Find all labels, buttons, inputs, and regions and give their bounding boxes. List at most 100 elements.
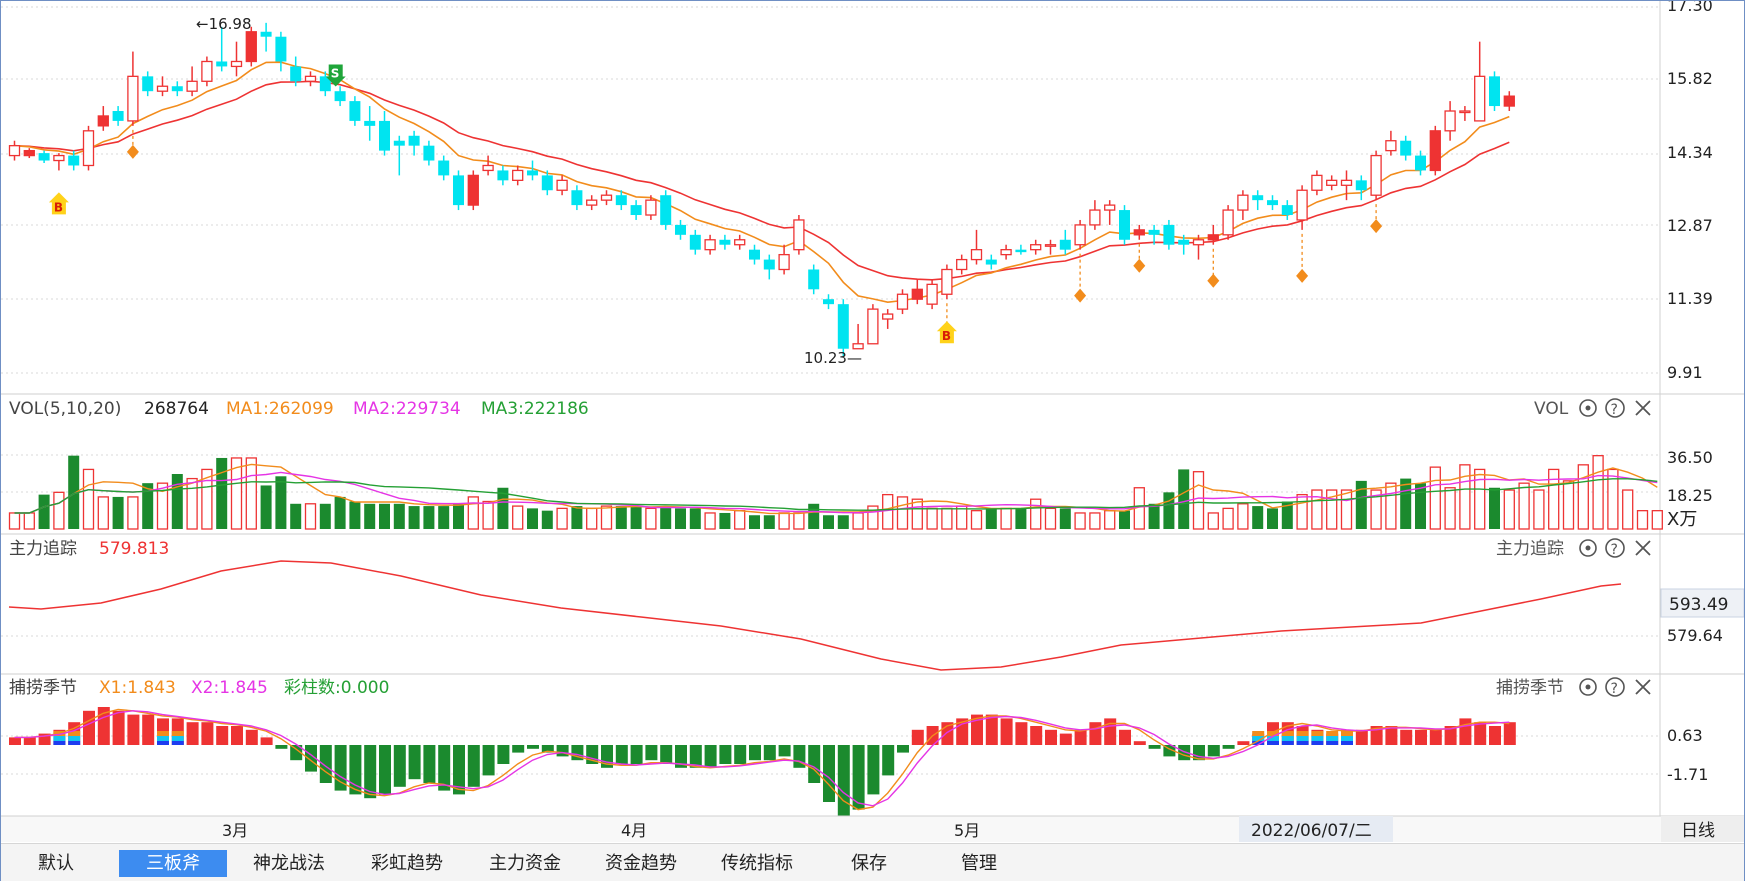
candle-body xyxy=(1296,189,1308,221)
candle-body xyxy=(837,304,849,349)
volume-bar xyxy=(1148,503,1160,529)
candle-body xyxy=(645,199,657,216)
catch-bar xyxy=(453,745,465,795)
vol-settings-icon[interactable] xyxy=(1579,399,1597,417)
catch-bar xyxy=(749,745,761,761)
toolbar-item-three-axe[interactable]: 三板斧 xyxy=(119,850,227,877)
price-axis: 17.30 15.82 14.34 12.87 11.39 9.91 xyxy=(1667,0,1713,382)
volume-bar xyxy=(689,508,701,529)
candle-body xyxy=(970,249,983,261)
catch-color-segment xyxy=(171,736,184,741)
diamond-marker xyxy=(126,144,139,159)
catch-bar xyxy=(290,745,303,761)
volume-bar xyxy=(556,507,568,530)
candle-body xyxy=(1355,180,1367,191)
candle-body xyxy=(423,145,435,161)
candle-body xyxy=(364,120,376,126)
catch-bar xyxy=(823,745,835,802)
candle-body xyxy=(749,249,760,260)
toolbar-item-traditional[interactable]: 传统指标 xyxy=(721,853,793,874)
volume-bar xyxy=(186,477,198,530)
catch-bar xyxy=(201,722,214,745)
catch-bar xyxy=(1163,745,1176,757)
volume-bar xyxy=(749,515,760,529)
period-label[interactable]: 日线 xyxy=(1681,821,1715,841)
candle-body xyxy=(82,130,95,167)
toolbar: 默认 三板斧 神龙战法 彩虹趋势 主力资金 资金趋势 传统指标 保存 管理 xyxy=(1,843,1744,881)
track-close-icon[interactable] xyxy=(1635,540,1651,556)
catch-help-icon[interactable]: ? xyxy=(1605,677,1625,697)
catch-color-segment xyxy=(1311,736,1324,741)
catch-color-segment xyxy=(171,731,184,736)
toolbar-item-manage[interactable]: 管理 xyxy=(961,853,997,874)
volume-bar xyxy=(1074,512,1086,530)
volume-bar xyxy=(1163,492,1175,529)
catch-bar xyxy=(660,745,673,764)
catch-panel-controls: ? xyxy=(1579,677,1651,697)
catch-tick-2: -1.71 xyxy=(1667,765,1708,784)
candle-body xyxy=(941,268,953,295)
volume-bar xyxy=(911,498,923,530)
catch-bar xyxy=(645,745,658,761)
candle-body xyxy=(1222,209,1234,236)
catch-bar xyxy=(704,745,717,768)
volume-bar xyxy=(1252,506,1264,529)
volume-bar xyxy=(8,512,21,530)
candle-body xyxy=(127,75,139,122)
catch-color-segment xyxy=(68,741,81,745)
low-annotation: 10.23— xyxy=(804,349,862,367)
volume-bar xyxy=(275,476,287,529)
svg-text:?: ? xyxy=(1611,402,1618,418)
volume-bar xyxy=(334,496,346,529)
stock-chart[interactable]: B B S 17.30 15.82 14.34 12.87 11.39 9.91 VOL(5,… xyxy=(1,0,1745,842)
volume-bar xyxy=(1370,489,1382,530)
candle-body xyxy=(867,308,879,345)
track-settings-icon[interactable] xyxy=(1579,539,1597,557)
candle-body xyxy=(1000,249,1012,256)
vol-tick-2: 18.25 xyxy=(1667,486,1713,505)
toolbar-item-main-funds[interactable]: 主力资金 xyxy=(489,853,561,874)
catch-bar xyxy=(1104,718,1117,745)
catch-close-icon[interactable] xyxy=(1635,679,1651,695)
candle-body xyxy=(53,154,65,162)
catch-settings-icon[interactable] xyxy=(1579,678,1597,696)
volume-bar xyxy=(1296,493,1308,530)
catch-bar xyxy=(231,726,243,745)
catch-color-segment xyxy=(1267,736,1279,741)
catch-bar xyxy=(1385,726,1398,745)
volume-bar xyxy=(1562,480,1575,530)
catch-color-segment xyxy=(1281,741,1294,745)
toolbar-item-rainbow[interactable]: 彩虹趋势 xyxy=(371,853,443,874)
candle-body xyxy=(334,91,346,102)
candle-body xyxy=(512,169,524,181)
catch-bar xyxy=(1444,726,1457,745)
vol-help-icon[interactable]: ? xyxy=(1605,398,1625,418)
candle-body xyxy=(1119,210,1130,240)
volume-bar xyxy=(1429,466,1441,530)
catch-bar xyxy=(364,745,377,799)
candle-body xyxy=(453,175,464,206)
toolbar-item-save[interactable]: 保存 xyxy=(851,853,887,874)
catch-color-segment xyxy=(1296,731,1309,736)
volume-bar xyxy=(38,494,50,529)
catch-bar xyxy=(1474,722,1487,745)
time-label-apr: 4月 xyxy=(621,821,647,840)
candle-body xyxy=(142,76,154,92)
candle-body xyxy=(186,80,198,92)
catch-bar xyxy=(23,737,36,745)
toolbar-item-dragon[interactable]: 神龙战法 xyxy=(253,853,325,874)
toolbar-item-fund-trend[interactable]: 资金趋势 xyxy=(605,853,677,874)
candle-body xyxy=(97,115,109,127)
candle-body xyxy=(556,179,568,191)
toolbar-item-default[interactable]: 默认 xyxy=(38,853,74,874)
volume-bar xyxy=(68,455,80,529)
volume-bar xyxy=(127,496,139,530)
candle-body xyxy=(1503,95,1515,107)
vol-close-icon[interactable] xyxy=(1635,400,1651,416)
buy-signal-label: B xyxy=(942,329,951,343)
candle-body xyxy=(704,239,716,251)
buy-signal-label: B xyxy=(54,200,63,214)
track-help-icon[interactable]: ? xyxy=(1605,538,1625,558)
catch-bar xyxy=(527,745,539,749)
catch-bar xyxy=(275,745,288,749)
